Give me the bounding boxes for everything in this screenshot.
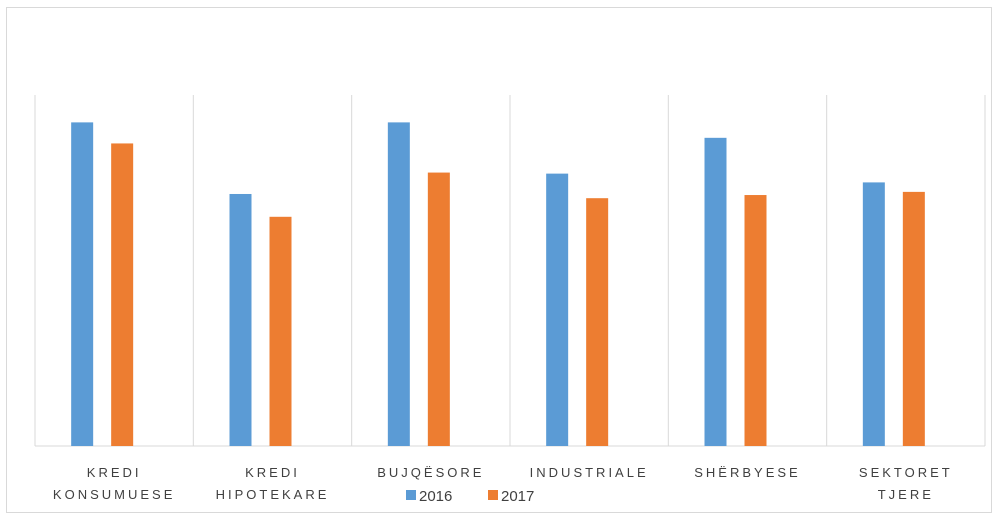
legend-swatch-2017 [488,490,498,500]
category-label: TJERE [878,487,934,502]
category-label: INDUSTRIALE [530,465,649,480]
grid-layer [34,95,986,447]
category-label: KONSUMUESE [53,487,175,502]
bar-2017-2 [427,172,450,447]
legend-label-2017: 2017 [501,488,534,505]
category-label: KREDI [87,465,142,480]
bar-2016-1 [229,193,252,446]
bars-layer [71,122,925,447]
category-label: SHËRBYESE [694,465,800,480]
bar-2016-2 [387,122,410,447]
bar-2017-3 [586,198,609,446]
bar-2016-4 [704,137,727,446]
bar-2017-0 [111,143,134,447]
legend-swatch-2016 [406,490,416,500]
category-label: BUJQËSORE [377,465,484,480]
bar-2017-4 [744,195,767,446]
bar-2016-5 [862,182,885,447]
bar-2016-0 [71,122,94,447]
bar-2017-1 [269,216,292,446]
legend: 2016 2017 [406,488,534,505]
legend-label-2016: 2016 [419,488,452,505]
category-label: KREDI [245,465,300,480]
bar-2017-5 [902,191,925,446]
bar-2016-3 [546,173,569,446]
chart-frame [6,7,992,513]
category-labels: KREDI KONSUMUESE KREDI HIPOTEKARE BUJQËSORE I… [53,465,953,502]
category-label: HIPOTEKARE [216,487,330,502]
category-label: SEKTORET [859,465,953,480]
